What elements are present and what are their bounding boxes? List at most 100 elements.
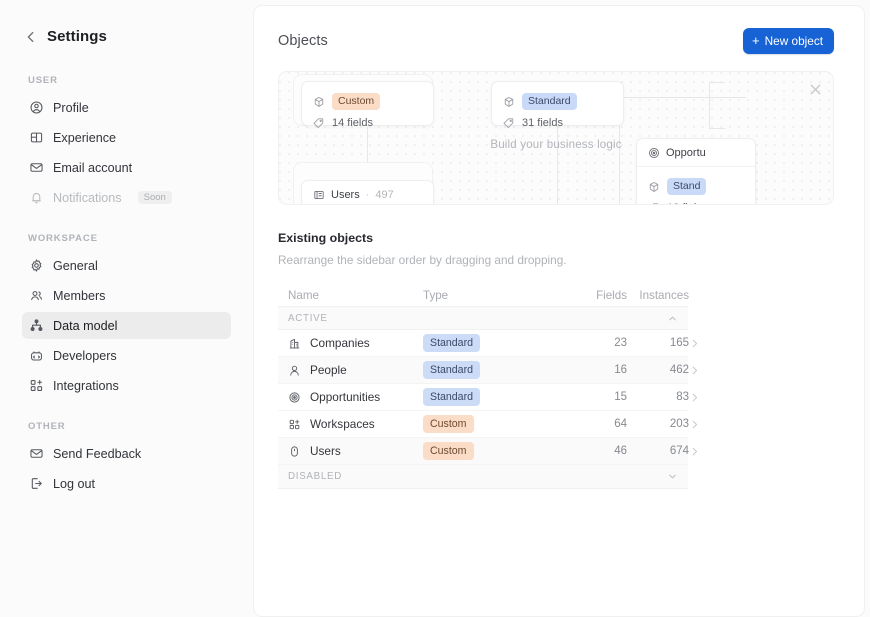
sidebar-item-label: Send Feedback: [53, 446, 142, 461]
table-group-label: DISABLED: [288, 471, 343, 482]
row-instances: 165: [669, 337, 689, 349]
diagram-card-type-row: Custom: [313, 91, 422, 112]
diagram-object-card[interactable]: Custom 14 fields: [301, 81, 434, 129]
mail-icon: [29, 160, 44, 175]
mouse-icon: [288, 445, 301, 458]
sidebar-back-to-settings[interactable]: Settings: [22, 24, 231, 49]
sidebar-item-members[interactable]: Members: [22, 282, 231, 309]
sidebar-item-email-account[interactable]: Email account: [22, 154, 231, 181]
chevron-right-icon[interactable]: [689, 392, 700, 403]
sidebar-group-label: USER: [28, 75, 58, 86]
objects-title: Objects: [278, 33, 328, 49]
table-row[interactable]: People Standard 16 462: [278, 357, 698, 384]
cube-icon: [503, 96, 515, 108]
diagram-card-title-row: Opportu: [637, 139, 755, 167]
sidebar-item-label: Log out: [53, 476, 96, 491]
promo-banner: Custom 14 fields: [278, 71, 834, 205]
plus-icon: +: [752, 33, 760, 48]
cube-icon: [313, 96, 325, 108]
chevron-right-icon[interactable]: [689, 446, 700, 457]
banner-caption: Build your business logic: [490, 138, 622, 151]
table-group-header-active[interactable]: ACTIVE: [278, 306, 688, 330]
diagram-card-type-row: Standard: [503, 91, 612, 112]
diagram-object-card-opportunities[interactable]: Opportu Stand 12: [636, 138, 756, 205]
gear-icon: [29, 258, 44, 273]
diagram-object-card[interactable]: Standard 31 fields: [491, 81, 624, 129]
row-instances: 203: [669, 418, 689, 430]
table-row[interactable]: Workspaces Custom 64 203: [278, 411, 698, 438]
diagram-card-badge: Custom: [332, 93, 381, 110]
objects-table: Name Type Fields Instances ACTIVE: [278, 284, 698, 489]
column-header-fields: Fields: [596, 288, 627, 302]
sidebar-item-label: Developers: [53, 348, 117, 363]
data-model-icon: [29, 318, 44, 333]
row-instances: 83: [676, 391, 689, 403]
close-icon[interactable]: [807, 81, 824, 98]
diagram-card-fields-label: 31 fields: [522, 116, 563, 129]
sidebar-item-label: Data model: [53, 318, 118, 333]
tag-icon: [648, 202, 660, 204]
sidebar-item-send-feedback[interactable]: Send Feedback: [22, 440, 231, 467]
sidebar-item-log-out[interactable]: Log out: [22, 470, 231, 497]
content-panel: Objects + New object: [253, 5, 865, 617]
status-badge: Standard: [423, 388, 480, 406]
diagram-card-fields-row: 14 fields: [313, 112, 422, 133]
chevron-right-icon[interactable]: [689, 365, 700, 376]
sidebar: Settings USER Profile Experience: [0, 0, 253, 617]
diagram-card-title: Opportu: [666, 147, 706, 159]
sidebar-group-other: OTHER Send Feedback Log out: [22, 421, 231, 497]
building-icon: [288, 337, 301, 350]
chevron-right-icon[interactable]: [689, 419, 700, 430]
tag-icon: [313, 117, 325, 129]
chevron-up-icon[interactable]: [667, 313, 678, 324]
diagram-users-count: 497: [375, 189, 394, 201]
new-object-label: New object: [764, 34, 823, 48]
row-instances: 674: [669, 445, 689, 457]
row-name: Workspaces: [310, 417, 375, 431]
table-row[interactable]: Companies Standard 23 165: [278, 330, 698, 357]
page-title: Settings: [47, 28, 107, 45]
sidebar-group-label: OTHER: [28, 421, 66, 432]
diagram-card-badge: Stand: [667, 178, 707, 195]
sidebar-item-notifications[interactable]: Notifications Soon: [22, 184, 231, 211]
diagram-connector: [709, 82, 725, 83]
diagram-connector: [367, 127, 368, 192]
table-header: Name Type Fields Instances: [278, 284, 689, 306]
row-fields: 46: [614, 445, 627, 457]
sidebar-item-profile[interactable]: Profile: [22, 94, 231, 121]
new-object-button[interactable]: + New object: [743, 28, 834, 54]
sidebar-item-developers[interactable]: Developers: [22, 342, 231, 369]
send-feedback-icon: [29, 446, 44, 461]
sidebar-item-data-model[interactable]: Data model: [22, 312, 231, 339]
diagram-connector: [557, 126, 558, 204]
column-header-instances: Instances: [639, 288, 689, 302]
developers-icon: [29, 348, 44, 363]
existing-objects-section: Existing objects Rearrange the sidebar o…: [278, 231, 834, 489]
integrations-icon: [29, 378, 44, 393]
diagram-users-separator: ·: [365, 189, 370, 201]
section-subtitle: Rearrange the sidebar order by dragging …: [278, 253, 567, 267]
diagram-card-fields-row: 31 fields: [503, 112, 612, 133]
chevron-down-icon[interactable]: [667, 471, 678, 482]
diagram-card-fields-label: 12 fiel: [667, 202, 696, 205]
diagram-users-card[interactable]: Users · 497: [301, 180, 434, 204]
diagram-connector: [709, 128, 725, 129]
row-fields: 23: [614, 337, 627, 349]
table-group-label: ACTIVE: [288, 312, 328, 324]
sidebar-item-general[interactable]: General: [22, 252, 231, 279]
sidebar-item-label: Email account: [53, 160, 133, 175]
table-row[interactable]: Opportunities Standard 15 83: [278, 384, 698, 411]
sidebar-item-experience[interactable]: Experience: [22, 124, 231, 151]
row-name: Opportunities: [310, 390, 381, 404]
panel-header: Objects + New object: [278, 28, 834, 54]
sidebar-item-integrations[interactable]: Integrations: [22, 372, 231, 399]
table-row[interactable]: Users Custom 46 674: [278, 438, 698, 465]
table-group-header-disabled[interactable]: DISABLED: [278, 465, 688, 489]
sidebar-item-label: Integrations: [53, 378, 119, 393]
row-fields: 16: [614, 364, 627, 376]
diagram-card-fields-label: 14 fields: [332, 116, 373, 129]
tag-icon: [503, 117, 515, 129]
chevron-right-icon[interactable]: [689, 338, 700, 349]
diagram-connector: [642, 97, 746, 98]
